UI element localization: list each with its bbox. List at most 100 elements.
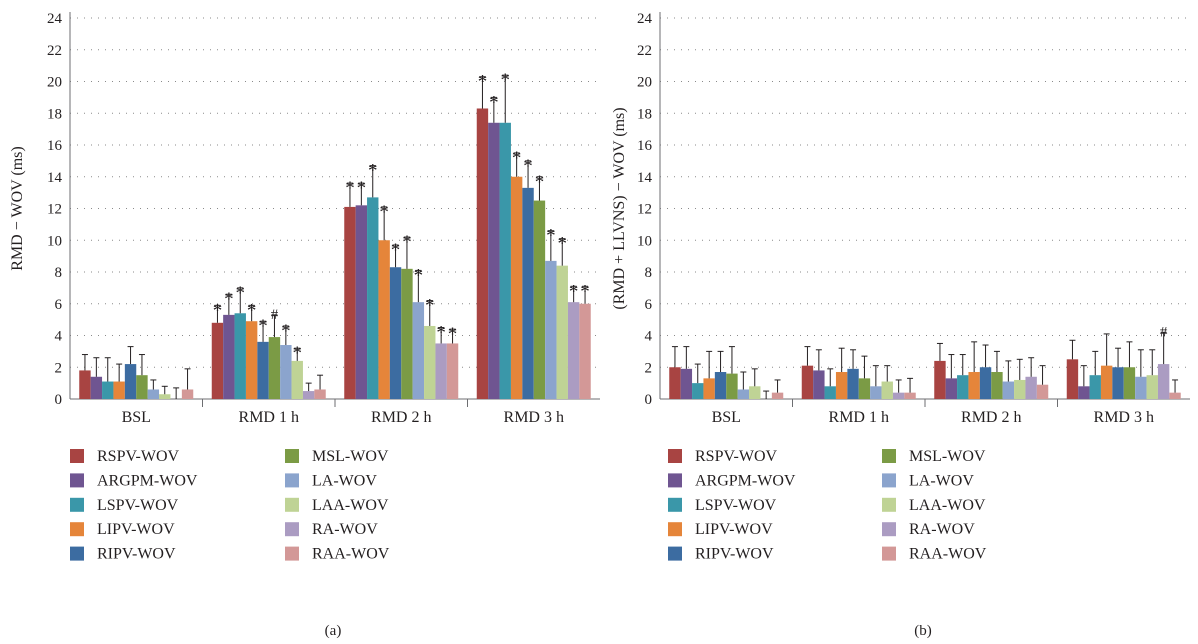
legend-swatch: [70, 449, 84, 463]
legend-swatch: [668, 449, 682, 463]
y-tick-label: 22: [47, 43, 62, 59]
significance-mark: *: [357, 178, 367, 199]
legend-swatch: [668, 546, 682, 561]
bar-ra-wov: [892, 392, 905, 399]
y-tick-label: 0: [645, 392, 653, 408]
y-axis-label: RMD − WOV (ms): [9, 146, 26, 270]
legend-label: RSPV-WOV: [97, 448, 180, 465]
legend-label: RA-WOV: [909, 521, 975, 538]
x-tick-label: RMD 3 h: [504, 409, 564, 426]
bar-raa-wov: [446, 343, 459, 399]
significance-mark: *: [281, 321, 291, 342]
legend-label: LSPV-WOV: [97, 497, 179, 514]
bar-la-wov: [737, 389, 750, 399]
y-tick-label: 12: [47, 202, 62, 218]
y-axis-label: (RMD + LLVNS) − WOV (ms): [611, 107, 628, 309]
panel-caption: (a): [325, 623, 342, 639]
y-tick-label: 20: [47, 75, 62, 91]
y-tick-label: 12: [637, 202, 652, 218]
legend-swatch: [285, 473, 299, 488]
bar-ra-wov: [567, 302, 580, 399]
bar-rspv-wov: [934, 360, 946, 399]
x-tick-label: RMD 3 h: [1094, 409, 1154, 426]
bar-la-wov: [870, 386, 882, 399]
legend-swatch: [285, 522, 299, 537]
legend-swatch: [285, 546, 299, 561]
bar-msl-wov: [268, 337, 281, 399]
bar-raa-wov: [579, 303, 591, 399]
bar-lipv-wov: [835, 372, 848, 399]
bar-argpm-wov: [945, 378, 958, 399]
bar-lspv-wov: [102, 381, 114, 399]
bar-ripv-wov: [714, 372, 727, 399]
legend-label: LAA-WOV: [909, 497, 986, 514]
bar-lspv-wov: [957, 375, 969, 399]
legend-swatch: [882, 522, 896, 537]
bar-raa-wov: [1036, 384, 1049, 399]
bar-lipv-wov: [510, 176, 523, 399]
x-tick-label: BSL: [712, 409, 741, 426]
bar-rspv-wov: [344, 206, 356, 399]
significance-mark: *: [379, 202, 389, 223]
bar-argpm-wov: [813, 370, 825, 399]
significance-mark: *: [436, 323, 446, 344]
bar-lspv-wov: [824, 386, 836, 399]
legend-label: RAA-WOV: [909, 546, 987, 563]
significance-mark: *: [512, 148, 522, 169]
legend-label: RSPV-WOV: [695, 448, 778, 465]
significance-mark: *: [236, 283, 246, 304]
bar-lspv-wov: [692, 383, 704, 399]
y-tick-label: 16: [47, 138, 63, 154]
bar-laa-wov: [749, 386, 761, 399]
y-tick-label: 20: [637, 75, 652, 91]
bar-rspv-wov: [79, 370, 91, 399]
x-tick-label: BSL: [122, 409, 151, 426]
y-tick-label: 8: [645, 265, 653, 281]
bar-ra-wov: [1157, 364, 1170, 399]
bar-lipv-wov: [968, 372, 980, 399]
bar-raa-wov: [181, 389, 194, 399]
bar-laa-wov: [556, 265, 568, 399]
bar-ripv-wov: [979, 367, 992, 399]
bar-msl-wov: [533, 200, 546, 399]
bar-raa-wov: [904, 392, 916, 399]
legend-swatch: [285, 497, 299, 512]
bar-lipv-wov: [245, 321, 258, 399]
y-tick-label: 10: [637, 233, 652, 249]
legend-label: MSL-WOV: [312, 448, 389, 465]
significance-mark: *: [414, 265, 424, 286]
bar-ra-wov: [1025, 376, 1037, 399]
y-tick-label: 10: [47, 233, 62, 249]
bar-rspv-wov: [801, 365, 814, 399]
significance-mark: *: [523, 156, 533, 177]
bar-argpm-wov: [223, 314, 235, 399]
legend-label: LA-WOV: [312, 472, 377, 489]
significance-mark: *: [391, 240, 401, 261]
x-tick-label: RMD 1 h: [239, 409, 299, 426]
significance-mark: *: [247, 300, 257, 321]
significance-mark: *: [501, 70, 511, 91]
legend-label: RAA-WOV: [312, 546, 390, 563]
bar-laa-wov: [1014, 379, 1026, 399]
bar-msl-wov: [136, 375, 148, 399]
bar-rspv-wov: [1066, 359, 1079, 399]
legend-label: LSPV-WOV: [695, 497, 777, 514]
legend-label: ARGPM-WOV: [695, 472, 796, 489]
bar-lspv-wov: [1089, 375, 1101, 399]
bar-ripv-wov: [124, 364, 137, 399]
legend-swatch: [285, 449, 299, 463]
y-tick-label: 6: [645, 297, 653, 313]
y-tick-label: 4: [645, 329, 653, 345]
x-tick-label: RMD 2 h: [961, 409, 1021, 426]
bar-ripv-wov: [847, 368, 859, 399]
y-tick-label: 0: [55, 392, 63, 408]
significance-mark: *: [558, 234, 568, 255]
bar-la-wov: [147, 389, 160, 399]
significance-mark: *: [478, 72, 488, 93]
x-tick-label: RMD 2 h: [371, 409, 431, 426]
bar-ra-wov: [302, 391, 315, 399]
legend-swatch: [882, 473, 896, 488]
panel-caption: (b): [914, 623, 932, 639]
significance-mark: *: [580, 281, 590, 302]
